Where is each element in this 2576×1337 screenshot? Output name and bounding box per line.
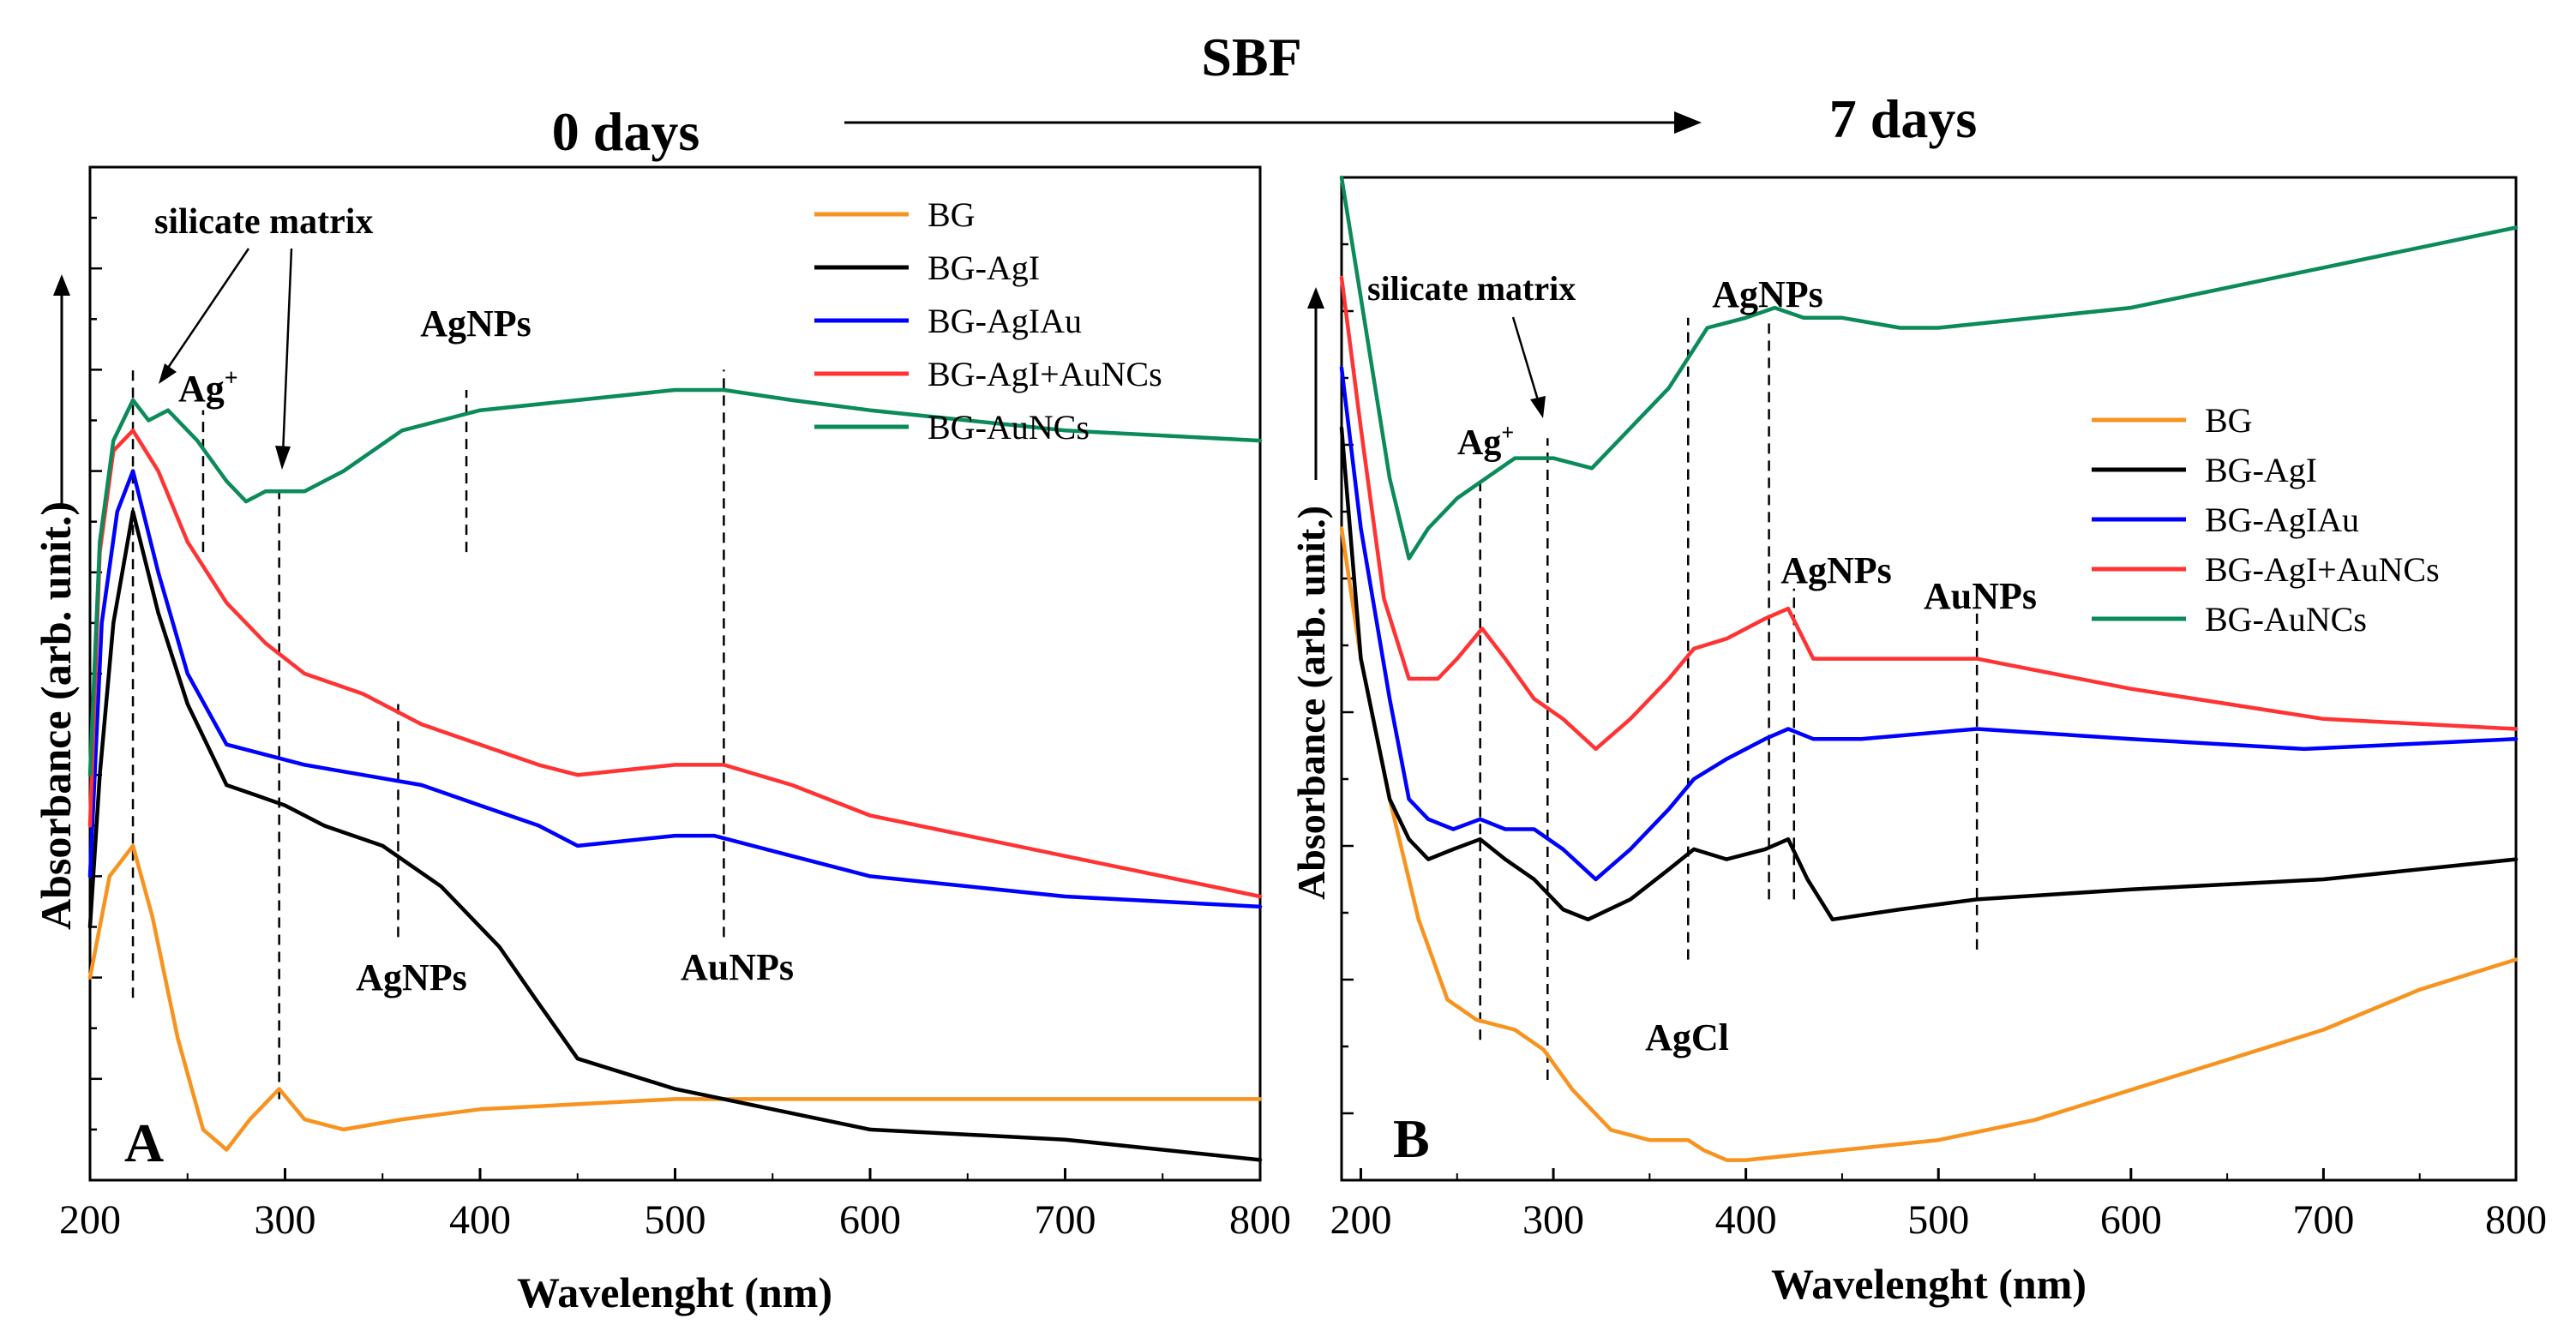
panel-b-y-axis-title: Absorbance (arb. unit.): [1289, 506, 1333, 900]
panel-a-x-tick-label: 500: [645, 1197, 706, 1243]
panel-b-x-axis-title: Wavelenght (nm): [1771, 1260, 2087, 1308]
panel-b-x-tick-label: 600: [2100, 1197, 2162, 1243]
panel-a-series-bg-agi-plus-auncs: [87, 429, 1263, 899]
panel-a-x-axis-title: Wavelenght (nm): [517, 1268, 832, 1316]
panel-a-frame: [88, 165, 1262, 1182]
panel-b-series-bg: [1339, 526, 2519, 1162]
panel-b-legend-label-bg-agi: BG-AgI: [2205, 451, 2317, 489]
panel-a-legend-label-bg-agi-plus-auncs: BG-AgI+AuNCs: [928, 355, 1162, 393]
panel-a-series-bg-auncs: [87, 387, 1263, 777]
panel-a-x-tick-label: 300: [255, 1197, 316, 1243]
panel-b-legend-label-bg: BG: [2205, 401, 2253, 440]
panel-a-y-arrow-head: [53, 274, 70, 296]
panel-a-x-tick-label: 400: [449, 1197, 511, 1243]
silicate-arrowhead-a2: [275, 446, 291, 470]
panel-b: 200 300 400 500 600 700 800 silicate matrix Ag…: [1289, 175, 2547, 1308]
panel-b-series-bg-auncs: [1339, 175, 2519, 561]
panel-b-y-arrow-head: [1307, 287, 1324, 309]
panel-b-series-bg-agi-plus-auncs: [1339, 275, 2519, 752]
panel-a-x-tick-label: 200: [59, 1197, 121, 1243]
panel-a-legend-label-bg-agi: BG-AgI: [928, 249, 1040, 287]
silicate-arrowhead-b: [1530, 396, 1546, 418]
panel-b-annotation-aunps: AuNPs: [1924, 575, 2037, 617]
panel-a-y-axis-title: Absorbance (arb. unit.): [32, 501, 80, 930]
panel-b-legend-label-bg-auncs: BG-AuNCs: [2205, 600, 2367, 639]
panel-b-x-tick-label: 500: [1907, 1197, 1969, 1243]
panel-a-x-tick-label: 800: [1229, 1197, 1291, 1243]
panel-b-annotation-agnps-top: AgNPs: [1712, 273, 1823, 315]
panel-b-series-bg-agi: [1339, 426, 2519, 922]
panel-b-legend: BG BG-AgI BG-AgIAu BG-AgI+AuNCs BG-AuNCs: [2092, 401, 2440, 639]
sbf-label: SBF: [1201, 27, 1301, 87]
panel-b-x-tick-label: 400: [1715, 1197, 1777, 1243]
panel-a-legend-label-bg: BG: [928, 195, 976, 234]
panel-a-legend: BG BG-AgI BG-AgIAu BG-AgI+AuNCs BG-AuNCs: [814, 195, 1162, 447]
sbf-header: SBF 0 days 7 days: [552, 27, 1978, 162]
panel-a: 200 300 400 500 600 700 800 silicate matrix Ag…: [32, 165, 1291, 1316]
panel-a-label: A: [124, 1112, 164, 1173]
panel-b-annotation-agnps-mid: AgNPs: [1780, 549, 1892, 591]
left-day-label: 0 days: [552, 101, 700, 162]
panel-a-x-tick-label: 700: [1035, 1197, 1096, 1243]
silicate-arrowhead-a1: [159, 363, 177, 384]
panel-a-annotation-ag-plus: Ag+: [178, 365, 238, 410]
panel-a-annotation-agnps-bottom: AgNPs: [356, 956, 467, 998]
panel-a-series-bg-agiau: [87, 469, 1263, 909]
panel-b-x-tick-label: 300: [1522, 1197, 1584, 1243]
panel-a-series-bg-agi: [87, 509, 1263, 1162]
panel-b-series-bg-agiau: [1339, 366, 2519, 882]
panel-a-x-tick-label: 600: [839, 1197, 901, 1243]
panel-b-x-ticks: 200 300 400 500 600 700 800: [1330, 1168, 2547, 1243]
panel-b-x-tick-label: 200: [1330, 1197, 1391, 1243]
silicate-arrow-a2: [281, 248, 293, 455]
panel-a-annotation-silicate-matrix: silicate matrix: [154, 202, 373, 242]
panel-a-legend-label-bg-agiau: BG-AgIAu: [928, 302, 1082, 340]
panel-b-label: B: [1393, 1108, 1430, 1169]
silicate-arrow-a1: [163, 248, 250, 374]
panel-a-x-ticks: 200 300 400 500 600 700 800: [59, 1168, 1291, 1243]
panel-a-series-bg: [87, 843, 1263, 1152]
panel-a-series: [87, 387, 1263, 1162]
right-day-label: 7 days: [1829, 88, 1978, 149]
panel-a-annotation-agnps-top: AgNPs: [420, 303, 531, 345]
panel-b-annotation-agcl: AgCl: [1645, 1016, 1729, 1058]
silicate-arrow-b: [1511, 316, 1540, 404]
panel-b-legend-label-bg-agiau: BG-AgIAu: [2205, 501, 2359, 539]
panel-b-x-tick-label: 700: [2292, 1197, 2354, 1243]
panel-b-legend-label-bg-agi-plus-auncs: BG-AgI+AuNCs: [2205, 550, 2440, 589]
panel-b-reference-lines: [1479, 317, 1979, 1080]
panel-a-annotation-aunps: AuNPs: [681, 946, 794, 988]
panel-b-annotation-ag-plus: Ag+: [1457, 420, 1514, 463]
panel-a-legend-label-bg-auncs: BG-AuNCs: [928, 408, 1090, 447]
panel-b-frame: [1340, 176, 2518, 1182]
panel-b-annotation-silicate-matrix: silicate matrix: [1367, 269, 1576, 308]
sbf-arrow-head: [1674, 111, 1702, 134]
panel-b-series: [1339, 175, 2519, 1162]
panel-b-x-tick-label: 800: [2485, 1197, 2547, 1243]
